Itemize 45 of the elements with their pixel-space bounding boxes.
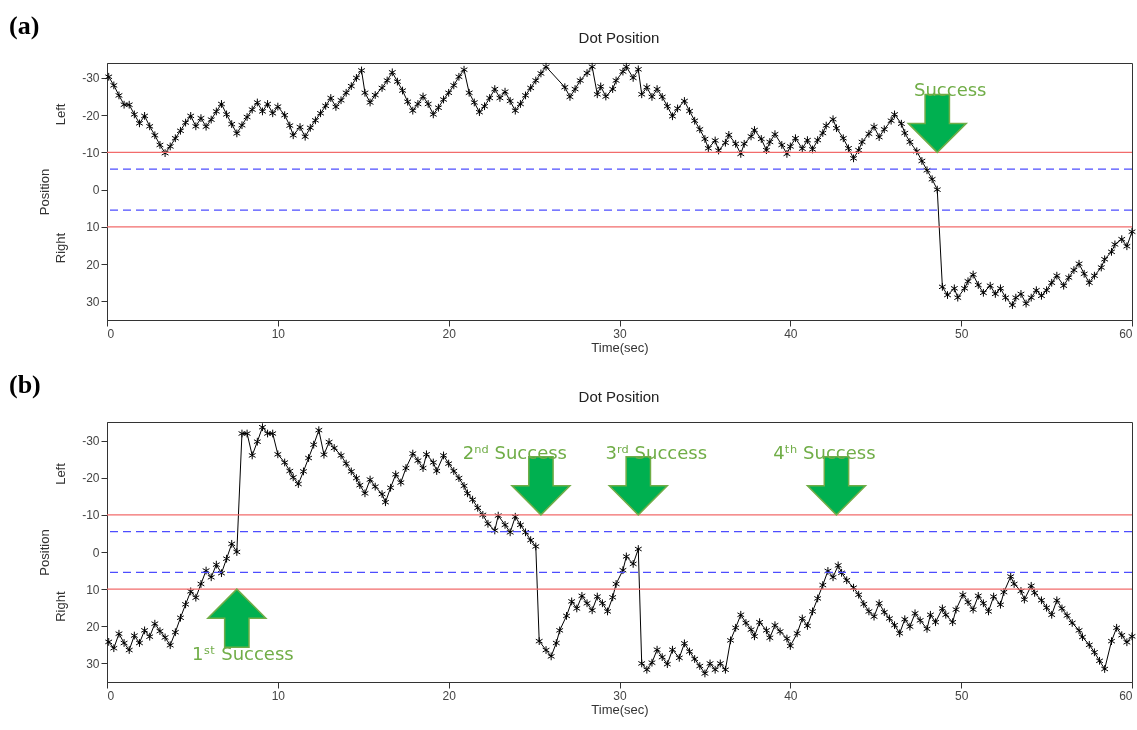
x-tick-label: 30 (613, 326, 627, 341)
y-tick-label: -30 (82, 71, 100, 86)
x-axis-title: Time(sec) (591, 701, 649, 717)
annotation: 1ˢᵗ Success (192, 643, 294, 665)
y-tick-label: -20 (82, 471, 100, 486)
x-tick-label: 20 (442, 688, 457, 703)
text: (b) (9, 370, 41, 399)
x-tick-label: 0 (107, 326, 115, 341)
x-axis-title: Time(sec) (591, 339, 649, 355)
x-tick-label: 40 (784, 326, 798, 341)
y-tick-label: 10 (86, 582, 100, 597)
y-tick-label: -20 (82, 108, 100, 123)
text: Right (53, 591, 68, 622)
chart-title: Dot Position (578, 388, 660, 405)
x-tick-label: 60 (1119, 688, 1133, 703)
chart-title: Dot Position (578, 29, 660, 46)
x-tick-label: 30 (613, 688, 627, 703)
y-tick-label: 20 (86, 619, 100, 634)
x-tick-label: 10 (271, 326, 286, 341)
x-tick-label: 40 (784, 688, 798, 703)
x-tick-label: 50 (954, 688, 969, 703)
y-tick-label: -10 (82, 508, 100, 523)
annotation: 4ᵗʰ Success (773, 441, 876, 463)
x-tick-label: 10 (271, 688, 286, 703)
y-tick-label: 0 (92, 545, 100, 560)
x-tick-label: 60 (1119, 326, 1133, 341)
x-tick-label: 20 (442, 326, 457, 341)
y-tick-label: -30 (82, 434, 100, 449)
y-tick-label: 20 (86, 257, 100, 272)
y-tick-label: -10 (82, 145, 100, 160)
annotation: 3ʳᵈ Success (605, 441, 708, 463)
y-tick-label: 30 (86, 656, 100, 671)
y-axis-title: Position (37, 168, 53, 216)
x-tick-label: 0 (107, 688, 115, 703)
y-tick-label: 0 (92, 183, 100, 198)
text: Left (53, 462, 68, 485)
text: Right (53, 232, 68, 264)
annotation: 2ⁿᵈ Success (462, 441, 567, 463)
text: (a) (9, 11, 40, 40)
x-tick-label: 50 (954, 326, 969, 341)
y-tick-label: 30 (86, 294, 100, 309)
annotation: Success (914, 79, 987, 101)
text: Left (53, 103, 68, 126)
y-axis-title: Position (37, 529, 53, 576)
y-tick-label: 10 (86, 220, 100, 235)
